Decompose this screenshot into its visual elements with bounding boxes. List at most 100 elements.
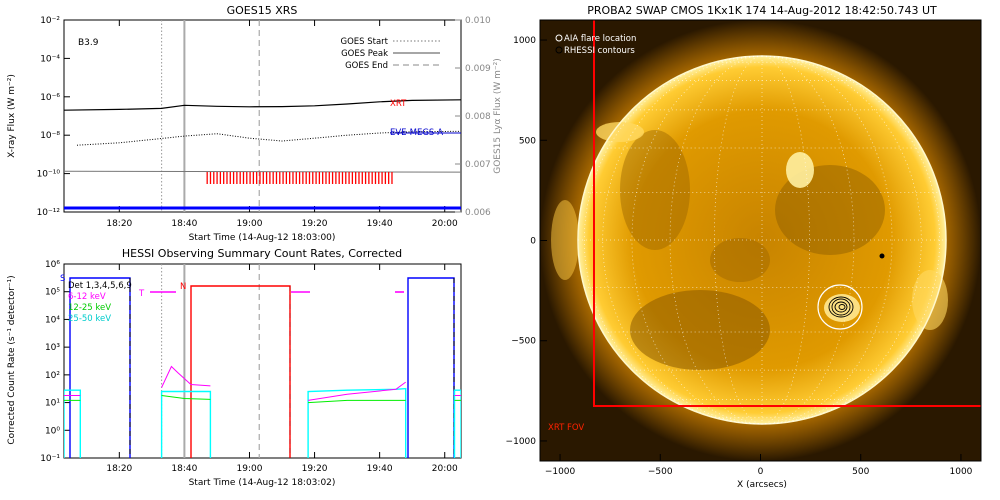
- goes-y2tick: 0.006: [465, 208, 491, 218]
- hessi-night-bar: [190, 285, 291, 458]
- swap-xtick: 1000: [950, 467, 973, 477]
- xrt-fov-label: XRT FOV: [548, 423, 584, 433]
- hessi-saa-bar-2: [407, 277, 455, 458]
- hessi-xtick: 19:00: [237, 464, 263, 474]
- hessi-ytick: 10⁰: [45, 426, 60, 436]
- goes-xtick: 18:20: [106, 219, 132, 229]
- swap-x-axis: −1000 −500 0 500 1000: [545, 454, 973, 477]
- goes-y2tick: 0.007: [465, 160, 491, 170]
- swap-ytick: −500: [511, 337, 536, 347]
- swap-xtick: 0: [758, 467, 764, 477]
- swap-ytick: 0: [530, 237, 536, 247]
- goes-ytick: 10⁻²: [40, 16, 60, 26]
- hessi-x-axis: 18:20 18:40 19:00 19:20 19:40 20:00: [106, 264, 458, 474]
- xrt-fov-box: [593, 20, 981, 407]
- hessi-flag-s: S: [60, 274, 65, 284]
- active-region: [596, 122, 644, 142]
- heliographic-grid: [578, 55, 946, 425]
- goes-ytick: 10⁻⁶: [40, 93, 60, 103]
- goes-xtick: 19:40: [367, 219, 393, 229]
- hessi-ylabel: Corrected Count Rate (s⁻¹ detector⁻¹): [7, 275, 17, 444]
- goes-ylabel-right: GOES15 Lyα Flux (W m⁻²): [493, 58, 503, 174]
- hessi-panel: HESSI Observing Summary Count Rates, Cor…: [7, 247, 462, 488]
- active-region: [786, 152, 814, 188]
- goes-xtick: 19:20: [302, 219, 328, 229]
- goes-y2tick: 0.008: [465, 112, 491, 122]
- hessi-xtick: 19:40: [367, 464, 393, 474]
- goes-xrt-label: XRT: [390, 99, 407, 109]
- goes-lya-line: [64, 170, 461, 173]
- swap-xtick: 500: [852, 467, 869, 477]
- legend-aia: AIA flare location: [564, 34, 636, 44]
- goes-y2tick: 0.009: [465, 64, 491, 74]
- goes-xrt-exposures: [206, 172, 393, 184]
- goes-xtick: 19:00: [237, 219, 263, 229]
- goes-plot-area: [64, 20, 461, 212]
- goes-x-axis: 18:20 18:40 19:00 19:20 19:40 20:00: [106, 20, 458, 229]
- legend-rhessi: RHESSI contours: [564, 46, 635, 56]
- legend-25-50: 25-50 keV: [68, 314, 111, 324]
- goes-frame: [63, 19, 462, 213]
- goes-xlabel: Start Time (14-Aug-12 18:03:00): [189, 233, 336, 243]
- goes-y-axis: 10⁻² 10⁻⁴ 10⁻⁶ 10⁻⁸ 10⁻¹⁰ 10⁻¹²: [37, 16, 70, 218]
- hessi-plot-area: [64, 264, 461, 458]
- hessi-frame: [63, 263, 462, 459]
- legend-goes-start: GOES Start: [340, 37, 388, 47]
- swap-xlabel: X (arcsecs): [737, 480, 787, 490]
- goes-title: GOES15 XRS: [227, 4, 298, 17]
- hessi-y-axis: 10⁶ 10⁵ 10⁴ 10³ 10² 10¹ 10⁰ 10⁻¹: [40, 260, 70, 464]
- goes-ylabel: X-ray Flux (W m⁻²): [7, 74, 17, 158]
- hessi-flag-n: N: [180, 282, 186, 292]
- legend-goes-end: GOES End: [345, 61, 388, 71]
- swap-title: PROBA2 SWAP CMOS 1Kx1K 174 14-Aug-2012 1…: [587, 4, 937, 17]
- active-region: [912, 270, 948, 330]
- hessi-ytick: 10⁴: [45, 315, 60, 325]
- goes-y2tick: 0.010: [465, 16, 491, 26]
- swap-ytick: 500: [519, 136, 536, 146]
- swap-xtick: −500: [648, 467, 673, 477]
- hessi-ytick: 10¹: [45, 399, 60, 409]
- hessi-ytick: 10⁻¹: [40, 454, 60, 464]
- rhessi-contours: [828, 296, 854, 318]
- swap-legend: AIA flare location RHESSI contours: [555, 34, 636, 56]
- goes-ytick: 10⁻¹⁰: [37, 170, 61, 180]
- goes-xrt-line: [64, 99, 461, 111]
- swap-ytick: 1000: [513, 36, 536, 46]
- dark-region: [710, 238, 770, 282]
- hessi-ytick: 10⁵: [45, 288, 60, 298]
- hessi-6-12-line: [64, 365, 461, 401]
- legend-12-25: 12-25 keV: [68, 303, 111, 313]
- hessi-25-50-line: [64, 387, 461, 458]
- hessi-12-25-line: [64, 395, 461, 404]
- hessi-xtick: 18:40: [171, 464, 197, 474]
- aia-flare-circle: [817, 284, 863, 330]
- goes-panel: GOES15 XRS B3.9 10⁻²10⁻⁴10⁻⁶10⁻⁸10⁻¹⁰10⁻…: [7, 4, 503, 243]
- hessi-ytick: 10⁶: [45, 260, 60, 270]
- hessi-ytick: 10³: [45, 343, 60, 353]
- legend-det: Det 1,3,4,5,6,9: [68, 281, 132, 291]
- goes-xtick: 18:40: [171, 219, 197, 229]
- goes-flare-class: B3.9: [78, 38, 99, 48]
- hessi-xlabel: Start Time (14-Aug-12 18:03:02): [189, 478, 336, 488]
- swap-xtick: −1000: [545, 467, 576, 477]
- swap-ytick: −1000: [506, 437, 537, 447]
- dark-region: [620, 130, 690, 250]
- legend-6-12: 6-12 keV: [68, 292, 106, 302]
- hessi-ytick: 10²: [45, 371, 60, 381]
- hessi-legend: Det 1,3,4,5,6,9 6-12 keV 12-25 keV 25-50…: [68, 281, 132, 324]
- hessi-xtick: 19:20: [302, 464, 328, 474]
- small-source: [879, 253, 885, 259]
- swap-y-axis: 1000 500 0 −500 −1000: [506, 36, 547, 447]
- goes-legend: GOES Start GOES Peak GOES End: [340, 37, 440, 71]
- goes-xtick: 20:00: [432, 219, 458, 229]
- goes-ytick: 10⁻⁸: [40, 131, 60, 141]
- hessi-flag-t: T: [138, 289, 145, 299]
- goes-ytick: 10⁻⁴: [40, 54, 60, 64]
- hessi-title: HESSI Observing Summary Count Rates, Cor…: [122, 247, 402, 260]
- goes-y2-axis: 0.010 0.009 0.008 0.007 0.006: [455, 16, 491, 218]
- goes-ytick: 10⁻¹²: [37, 208, 61, 218]
- active-region: [551, 200, 579, 280]
- hessi-xtick: 18:20: [106, 464, 132, 474]
- hessi-xtick: 20:00: [432, 464, 458, 474]
